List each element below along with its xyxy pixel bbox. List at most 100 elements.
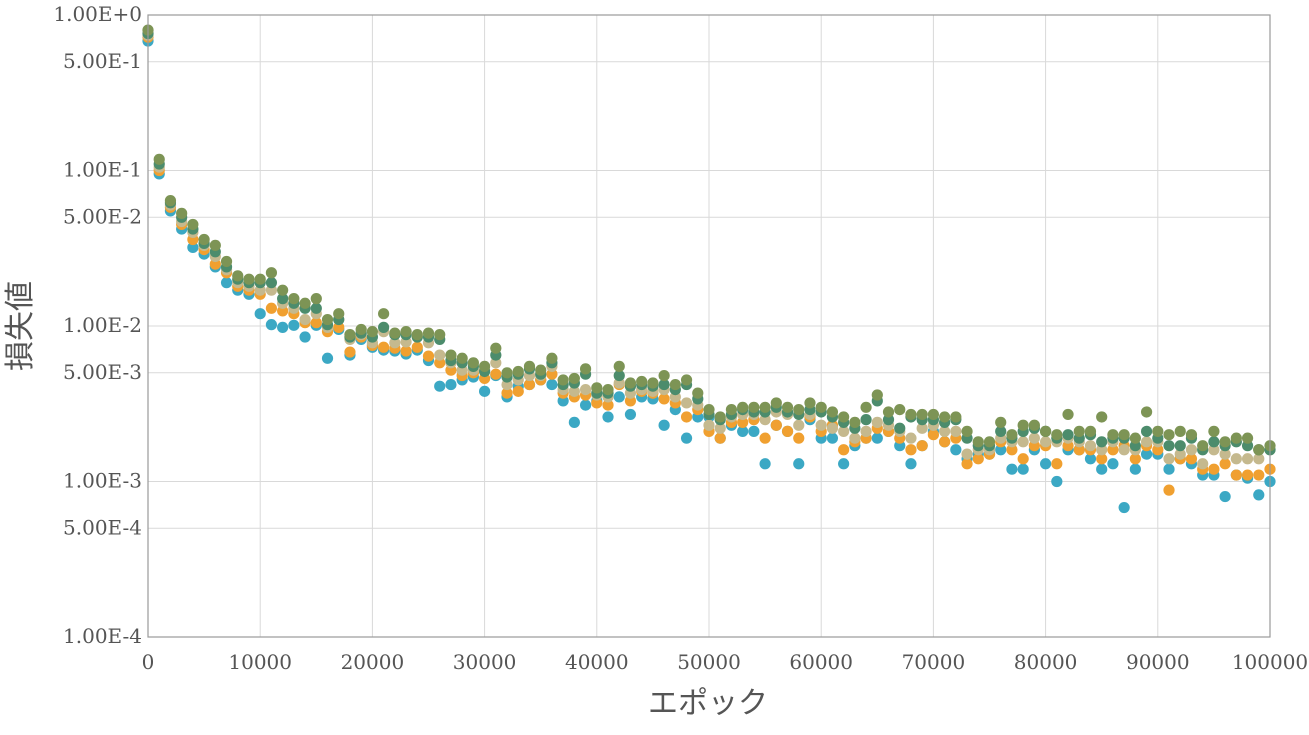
data-point (658, 369, 670, 382)
data-point (1040, 436, 1052, 448)
data-point (961, 448, 973, 460)
data-point (613, 391, 625, 403)
data-point (591, 397, 603, 409)
data-point (209, 239, 221, 251)
data-point (434, 329, 446, 341)
y-axis-ticks: 1.00E+0 5.00E-1 1.00E-1 5.00E-2 1.00E-2 5.00E… (53, 2, 142, 648)
data-point (434, 349, 446, 361)
data-point (243, 273, 255, 285)
x-axis-ticks: 0 10000 20000 30000 40000 50000 60000 70000 8000… (142, 650, 1309, 674)
data-point (344, 329, 356, 341)
data-point (512, 365, 524, 378)
data-point (557, 395, 569, 407)
x-tick-label: 50000 (677, 650, 741, 674)
data-point (1140, 406, 1153, 418)
data-point (703, 404, 715, 416)
data-point (220, 255, 233, 268)
data-point (916, 440, 928, 452)
data-point (882, 406, 895, 418)
data-point (1174, 448, 1186, 460)
data-point (490, 368, 502, 380)
data-point (995, 444, 1007, 456)
data-point (636, 375, 648, 388)
data-point (1062, 429, 1074, 441)
data-point (579, 383, 592, 396)
data-point (1241, 432, 1254, 444)
data-point (961, 458, 973, 470)
data-point (265, 319, 278, 331)
data-point (378, 321, 390, 333)
data-point (1208, 444, 1220, 456)
data-point (1051, 475, 1063, 488)
data-point (860, 425, 872, 437)
data-point (1208, 425, 1220, 437)
data-point (355, 323, 367, 336)
y-tick-label: 1.00E+0 (53, 2, 142, 26)
data-point (568, 416, 580, 428)
data-point (939, 411, 951, 423)
data-point (1017, 463, 1029, 475)
x-axis-title: エポック (648, 686, 768, 721)
data-point (546, 378, 558, 391)
data-point (1107, 444, 1119, 456)
data-point (411, 329, 423, 341)
data-point (591, 382, 603, 394)
data-point (905, 432, 917, 444)
data-point (1107, 429, 1119, 441)
data-point (1096, 436, 1108, 448)
data-point (669, 378, 681, 391)
data-point (737, 416, 749, 428)
data-point (1163, 484, 1175, 496)
y-tick-label: 5.00E-4 (63, 515, 142, 539)
data-point (434, 380, 446, 392)
data-point (1040, 425, 1052, 437)
data-point (568, 385, 580, 397)
data-point (535, 364, 547, 376)
data-point (804, 397, 816, 409)
data-point (871, 389, 883, 401)
data-point (995, 416, 1007, 428)
data-point (1096, 453, 1108, 465)
data-point (1152, 444, 1164, 456)
data-point (523, 378, 536, 391)
data-point (972, 436, 984, 448)
data-point (759, 414, 771, 426)
data-point (333, 321, 345, 333)
x-tick-label: 70000 (902, 650, 966, 674)
data-point (490, 357, 502, 369)
data-point (1006, 444, 1018, 456)
data-point (793, 419, 805, 431)
data-point (1140, 436, 1153, 448)
x-tick-label: 20000 (341, 650, 405, 674)
data-point (680, 374, 693, 386)
data-point (737, 401, 749, 413)
data-point (579, 399, 592, 411)
data-point (512, 385, 524, 397)
data-point (1208, 463, 1220, 475)
data-point (703, 419, 715, 431)
data-point (838, 458, 850, 470)
data-point (277, 321, 289, 333)
data-point (815, 419, 827, 431)
data-point (838, 425, 850, 437)
data-point (299, 297, 311, 309)
x-tick-label: 80000 (1014, 650, 1078, 674)
data-point (378, 308, 390, 320)
data-point (546, 352, 558, 364)
data-point (288, 293, 300, 305)
data-point (826, 406, 839, 418)
data-point (1006, 463, 1018, 475)
data-point (838, 444, 850, 456)
data-point (310, 317, 322, 329)
data-point (1163, 440, 1175, 452)
data-point (1096, 463, 1108, 475)
data-point (265, 267, 278, 279)
data-point (1051, 458, 1063, 470)
x-tick-label: 40000 (565, 650, 629, 674)
y-tick-label: 1.00E-2 (63, 313, 142, 337)
data-point (793, 404, 805, 416)
data-point (1219, 490, 1231, 503)
data-point (613, 360, 625, 372)
data-point (277, 305, 289, 317)
data-point (265, 277, 278, 289)
